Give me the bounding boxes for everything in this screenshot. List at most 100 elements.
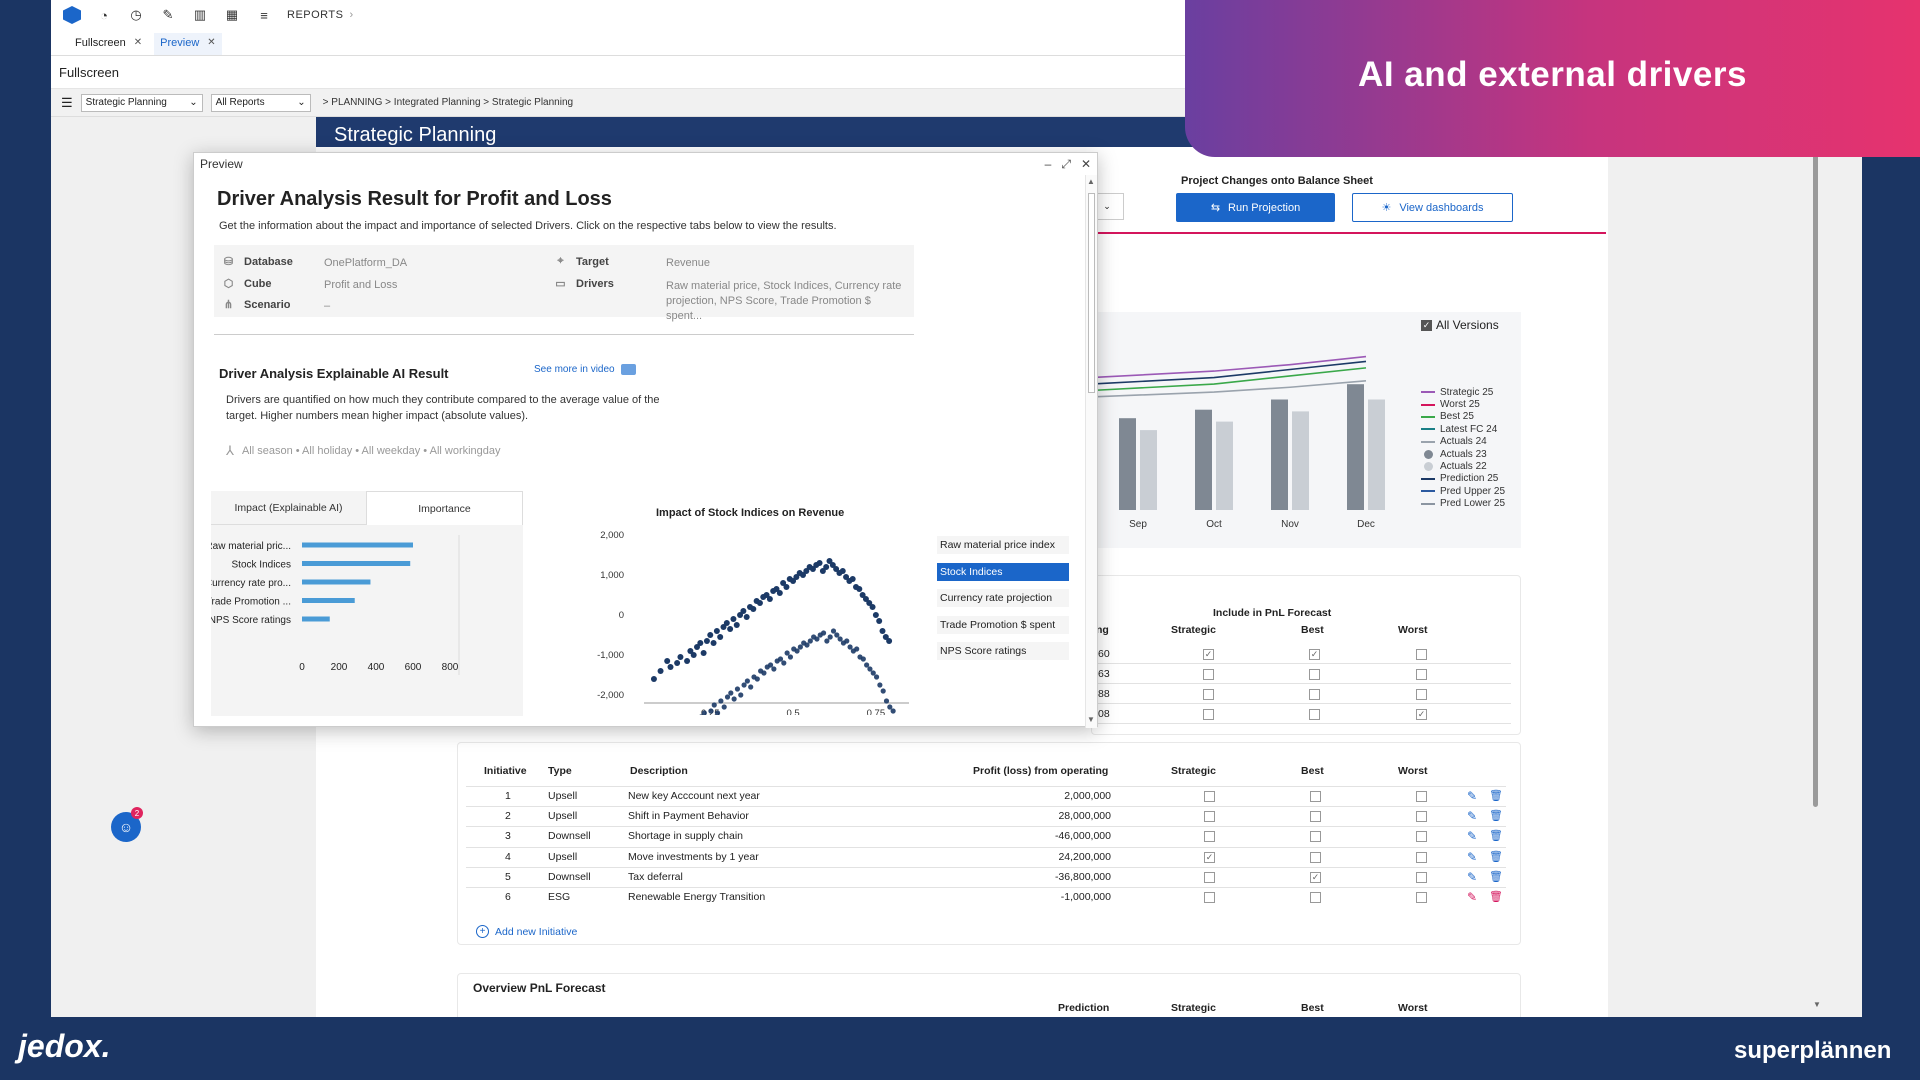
pin-icon[interactable]: ✎ xyxy=(162,7,174,22)
checkbox[interactable] xyxy=(1416,689,1427,700)
reports-menu[interactable]: REPORTS xyxy=(287,9,344,21)
checkbox[interactable] xyxy=(1416,851,1427,863)
checkbox[interactable] xyxy=(1309,709,1320,720)
checkbox[interactable] xyxy=(1204,892,1215,903)
tab-importance[interactable]: Importance xyxy=(366,491,523,525)
scatter-point xyxy=(701,710,707,715)
checkbox[interactable] xyxy=(1416,791,1427,802)
close-icon[interactable]: ✕ xyxy=(207,37,216,48)
add-initiative-button[interactable]: + Add new Initiative xyxy=(476,925,577,938)
checkbox[interactable] xyxy=(1310,892,1321,903)
checkbox[interactable] xyxy=(1204,811,1215,823)
delete-icon[interactable]: 🗑 xyxy=(1489,870,1503,883)
grid-icon[interactable]: ▦ xyxy=(225,7,239,22)
delete-icon[interactable]: 🗑 xyxy=(1489,790,1503,802)
version-dropdown[interactable]: ⌄ xyxy=(1091,193,1124,220)
scatter-point xyxy=(826,558,833,564)
scrollbar-thumb[interactable] xyxy=(1088,193,1095,393)
scatter-point xyxy=(837,636,843,642)
checkbox[interactable] xyxy=(1310,851,1321,863)
run-projection-button[interactable]: ⇆ Run Projection xyxy=(1176,193,1335,222)
y-tick-label: -1,000 xyxy=(597,650,624,661)
minimize-icon[interactable]: – xyxy=(1044,156,1052,171)
checkbox-checked[interactable]: ✓ xyxy=(1309,649,1320,660)
checkbox-checked[interactable]: ✓ xyxy=(1203,649,1214,660)
driver-item[interactable]: Stock Indices xyxy=(937,562,1069,581)
checkbox[interactable] xyxy=(1204,831,1215,843)
checkbox[interactable] xyxy=(1416,871,1427,883)
clock-icon[interactable]: ◷ xyxy=(130,7,142,22)
checkbox-checked[interactable]: ✓ xyxy=(1310,871,1321,883)
checkbox-checked[interactable]: ✓ xyxy=(1416,709,1427,720)
tab-preview[interactable]: Preview ✕ xyxy=(154,33,222,55)
scatter-point xyxy=(819,568,826,574)
delete-icon[interactable]: 🗑 xyxy=(1489,891,1503,903)
tab-impact[interactable]: Impact (Explainable AI) xyxy=(211,491,366,525)
checkbox[interactable] xyxy=(1416,892,1427,903)
checkbox[interactable] xyxy=(1310,811,1321,823)
chevron-down-icon: ⌄ xyxy=(1103,201,1111,211)
close-icon[interactable]: ✕ xyxy=(1080,156,1091,171)
app-logo-icon[interactable] xyxy=(63,6,81,24)
edit-icon[interactable]: ✎ xyxy=(1467,789,1478,803)
checkbox[interactable] xyxy=(1416,669,1427,680)
analytics-icon[interactable]: ▥ xyxy=(193,7,207,22)
checkbox[interactable] xyxy=(1310,791,1321,802)
edit-icon[interactable]: ✎ xyxy=(1467,809,1478,824)
row-divider xyxy=(466,786,1506,787)
actuals-23-bar xyxy=(1271,399,1288,510)
edit-icon[interactable]: ✎ xyxy=(1467,890,1478,904)
legend-item: Best 25 xyxy=(1421,411,1505,423)
checkbox[interactable] xyxy=(1204,791,1215,802)
delete-icon[interactable]: 🗑 xyxy=(1489,850,1503,863)
checkbox[interactable] xyxy=(1416,811,1427,823)
scatter-point xyxy=(733,622,740,628)
reports-dropdown[interactable]: All Reports ⌄ xyxy=(210,93,311,112)
page-scrollbar[interactable]: ▼ xyxy=(1813,117,1821,1009)
maximize-icon[interactable]: ⤢ xyxy=(1061,156,1071,171)
view-dashboards-button[interactable]: ☀ View dashboards xyxy=(1352,193,1513,222)
checkbox[interactable] xyxy=(1416,831,1427,843)
legend-item: Prediction 25 xyxy=(1421,473,1505,485)
checkbox[interactable] xyxy=(1310,831,1321,843)
checkbox[interactable] xyxy=(1203,689,1214,700)
driver-item[interactable]: NPS Score ratings xyxy=(937,642,1069,660)
scroll-down-icon[interactable]: ▼ xyxy=(1813,1000,1821,1009)
list-icon[interactable]: ≡ xyxy=(260,7,268,23)
dashboard-icon[interactable]: ◔ xyxy=(100,7,108,23)
driver-item[interactable]: Currency rate projection xyxy=(937,589,1069,607)
dialog-scrollbar[interactable]: ▲ ▼ xyxy=(1085,175,1097,728)
tab-fullscreen[interactable]: Fullscreen ✕ xyxy=(69,33,148,55)
checkbox[interactable] xyxy=(1309,669,1320,680)
edit-icon[interactable]: ✎ xyxy=(1467,849,1478,864)
scroll-down-icon[interactable]: ▼ xyxy=(1087,715,1095,724)
checkbox[interactable] xyxy=(1204,871,1215,883)
breadcrumb[interactable]: > PLANNING > Integrated Planning > Strat… xyxy=(322,97,574,108)
scatter-point xyxy=(718,698,724,704)
checkbox[interactable] xyxy=(1203,709,1214,720)
driver-item[interactable]: Raw material price index xyxy=(937,536,1069,554)
initiatives-col-header: Worst xyxy=(1398,765,1428,777)
checkbox[interactable] xyxy=(1203,669,1214,680)
hamburger-icon[interactable]: ☰ xyxy=(61,94,73,110)
see-more-video-link[interactable]: See more in video xyxy=(534,364,636,375)
edit-icon[interactable]: ✎ xyxy=(1467,869,1478,884)
checkbox[interactable] xyxy=(1416,649,1427,660)
scroll-up-icon[interactable]: ▲ xyxy=(1087,177,1095,186)
checkbox-checked-icon[interactable]: ✓ xyxy=(1421,319,1432,331)
checkbox[interactable] xyxy=(1309,689,1320,700)
drivers-label: ▭ Drivers xyxy=(554,277,614,291)
driver-item[interactable]: Trade Promotion $ spent xyxy=(937,615,1069,634)
edit-icon[interactable]: ✎ xyxy=(1467,829,1478,844)
delete-icon[interactable]: 🗑 xyxy=(1489,830,1503,843)
all-versions-toggle[interactable]: ✓ All Versions xyxy=(1421,318,1499,332)
close-icon[interactable]: ✕ xyxy=(133,37,143,48)
scrollbar-thumb[interactable] xyxy=(1813,147,1818,807)
legend-label: Prediction 25 xyxy=(1440,473,1499,485)
checkbox-checked[interactable]: ✓ xyxy=(1204,851,1215,863)
x-tick-label: 0.5 xyxy=(786,708,799,715)
filter-summary[interactable]: ⅄ All season • All holiday • All weekday… xyxy=(226,443,501,459)
versions-chart: Sep Oct Nov Dec xyxy=(1091,355,1385,530)
delete-icon[interactable]: 🗑 xyxy=(1489,810,1503,823)
planning-dropdown[interactable]: Strategic Planning ⌄ xyxy=(80,93,203,112)
